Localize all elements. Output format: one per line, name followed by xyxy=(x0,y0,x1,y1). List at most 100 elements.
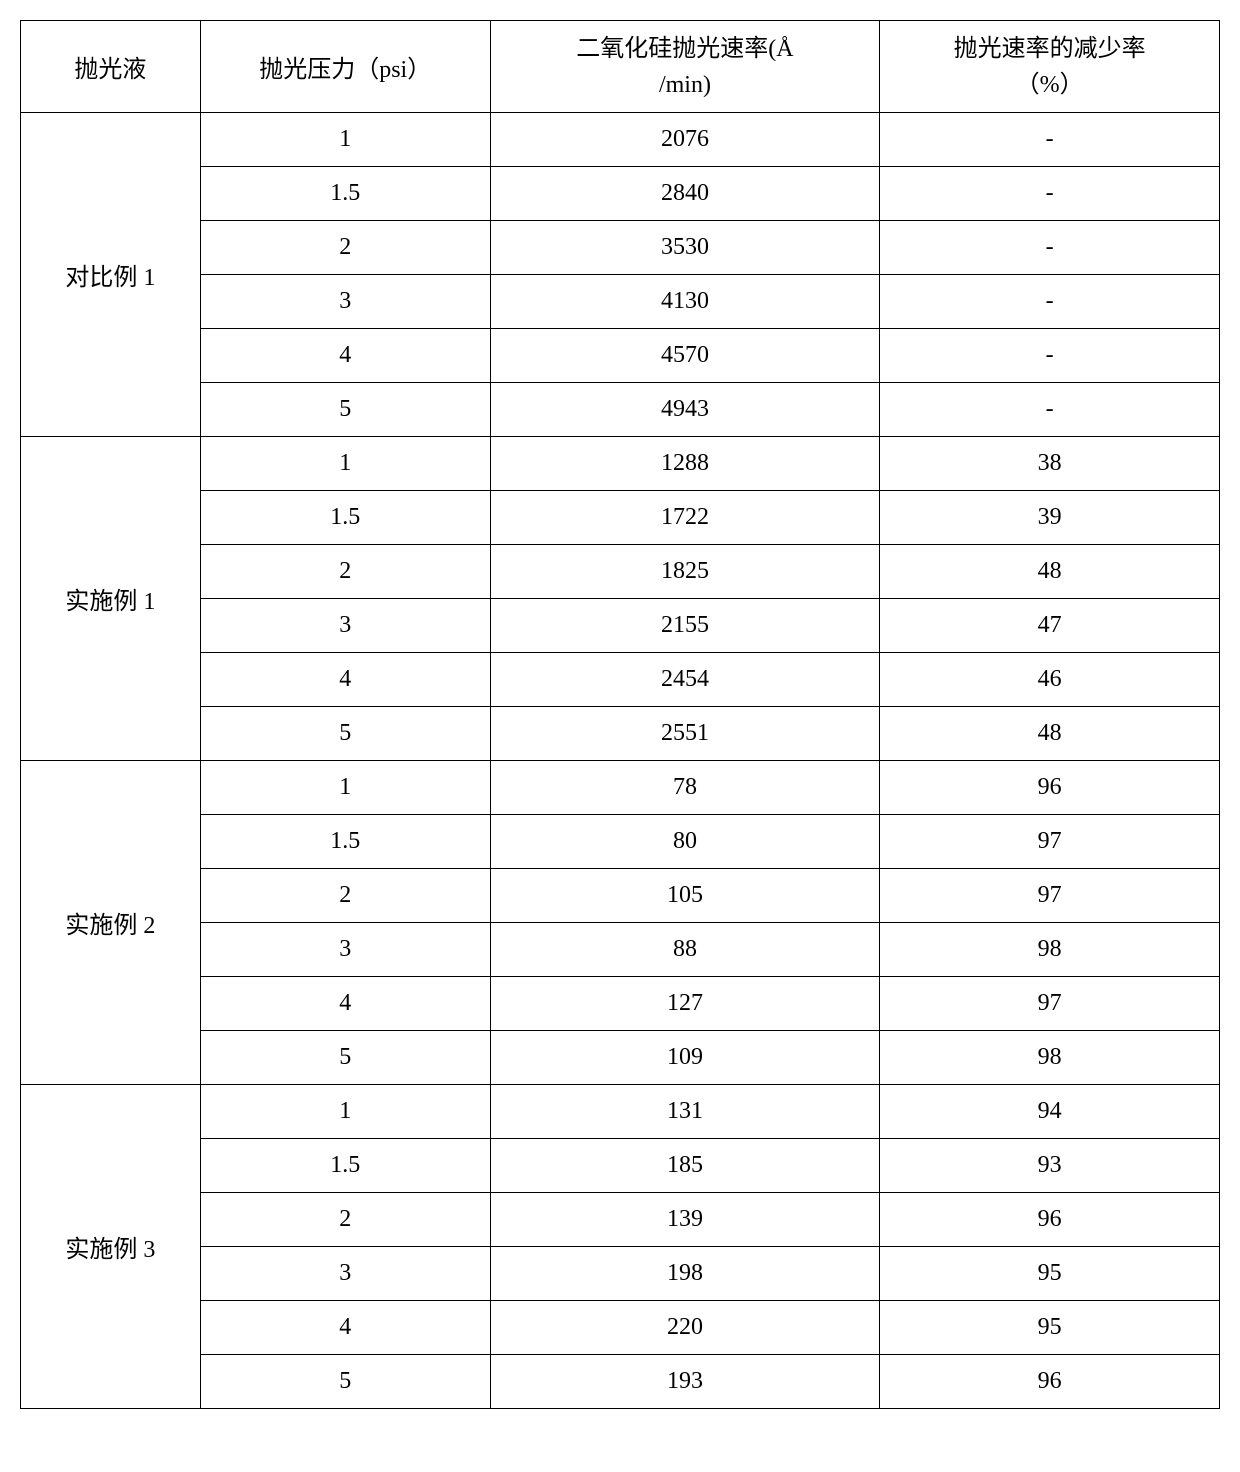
pressure-cell: 5 xyxy=(200,383,490,437)
table-row: 213996 xyxy=(21,1193,1220,1247)
table-header-row: 抛光液 抛光压力（psi） 二氧化硅抛光速率(Å /min) 抛光速率的减少率 … xyxy=(21,21,1220,113)
table-row: 23530- xyxy=(21,221,1220,275)
rate-cell: 193 xyxy=(490,1355,880,1409)
reduction-cell: - xyxy=(880,167,1220,221)
group-label-cell: 实施例 3 xyxy=(21,1085,201,1409)
table-row: 319895 xyxy=(21,1247,1220,1301)
polishing-data-table: 抛光液 抛光压力（psi） 二氧化硅抛光速率(Å /min) 抛光速率的减少率 … xyxy=(20,20,1220,1409)
reduction-cell: 97 xyxy=(880,869,1220,923)
rate-cell: 88 xyxy=(490,923,880,977)
table-row: 210597 xyxy=(21,869,1220,923)
col-header-rate: 二氧化硅抛光速率(Å /min) xyxy=(490,21,880,113)
reduction-cell: 98 xyxy=(880,1031,1220,1085)
reduction-cell: - xyxy=(880,383,1220,437)
reduction-cell: 96 xyxy=(880,1355,1220,1409)
rate-cell: 127 xyxy=(490,977,880,1031)
pressure-cell: 1.5 xyxy=(200,167,490,221)
pressure-cell: 4 xyxy=(200,1301,490,1355)
pressure-cell: 1 xyxy=(200,113,490,167)
table-row: 4245446 xyxy=(21,653,1220,707)
pressure-cell: 2 xyxy=(200,545,490,599)
table-row: 5255148 xyxy=(21,707,1220,761)
rate-cell: 4943 xyxy=(490,383,880,437)
pressure-cell: 5 xyxy=(200,1031,490,1085)
rate-cell: 131 xyxy=(490,1085,880,1139)
reduction-cell: 95 xyxy=(880,1247,1220,1301)
pressure-cell: 1.5 xyxy=(200,1139,490,1193)
pressure-cell: 3 xyxy=(200,1247,490,1301)
table-row: 2182548 xyxy=(21,545,1220,599)
col-header-solution: 抛光液 xyxy=(21,21,201,113)
reduction-cell: 95 xyxy=(880,1301,1220,1355)
col-header-reduction-line2: （%） xyxy=(1016,72,1084,98)
table-body: 对比例 112076-1.52840-23530-34130-44570-549… xyxy=(21,113,1220,1409)
reduction-cell: 39 xyxy=(880,491,1220,545)
reduction-cell: 48 xyxy=(880,545,1220,599)
pressure-cell: 3 xyxy=(200,275,490,329)
rate-cell: 1825 xyxy=(490,545,880,599)
rate-cell: 3530 xyxy=(490,221,880,275)
table-row: 510998 xyxy=(21,1031,1220,1085)
table-row: 实施例 217896 xyxy=(21,761,1220,815)
reduction-cell: 96 xyxy=(880,1193,1220,1247)
table-row: 38898 xyxy=(21,923,1220,977)
group-label-cell: 对比例 1 xyxy=(21,113,201,437)
rate-cell: 220 xyxy=(490,1301,880,1355)
reduction-cell: 96 xyxy=(880,761,1220,815)
rate-cell: 2155 xyxy=(490,599,880,653)
reduction-cell: - xyxy=(880,329,1220,383)
pressure-cell: 1 xyxy=(200,437,490,491)
table-row: 实施例 11128838 xyxy=(21,437,1220,491)
rate-cell: 185 xyxy=(490,1139,880,1193)
table-row: 1.5172239 xyxy=(21,491,1220,545)
reduction-cell: 48 xyxy=(880,707,1220,761)
rate-cell: 105 xyxy=(490,869,880,923)
rate-cell: 139 xyxy=(490,1193,880,1247)
col-header-rate-line2: /min) xyxy=(659,72,711,98)
table-row: 519396 xyxy=(21,1355,1220,1409)
group-label-cell: 实施例 1 xyxy=(21,437,201,761)
col-header-rate-line1: 二氧化硅抛光速率(Å xyxy=(576,36,793,62)
rate-cell: 4570 xyxy=(490,329,880,383)
table-row: 422095 xyxy=(21,1301,1220,1355)
col-header-reduction-line1: 抛光速率的减少率 xyxy=(954,36,1146,62)
reduction-cell: 97 xyxy=(880,977,1220,1031)
pressure-cell: 1 xyxy=(200,1085,490,1139)
rate-cell: 2076 xyxy=(490,113,880,167)
reduction-cell: 93 xyxy=(880,1139,1220,1193)
table-row: 44570- xyxy=(21,329,1220,383)
pressure-cell: 2 xyxy=(200,1193,490,1247)
rate-cell: 80 xyxy=(490,815,880,869)
pressure-cell: 4 xyxy=(200,329,490,383)
pressure-cell: 5 xyxy=(200,707,490,761)
reduction-cell: 98 xyxy=(880,923,1220,977)
rate-cell: 78 xyxy=(490,761,880,815)
reduction-cell: 38 xyxy=(880,437,1220,491)
rate-cell: 2454 xyxy=(490,653,880,707)
rate-cell: 1722 xyxy=(490,491,880,545)
table-row: 412797 xyxy=(21,977,1220,1031)
pressure-cell: 5 xyxy=(200,1355,490,1409)
rate-cell: 198 xyxy=(490,1247,880,1301)
pressure-cell: 1.5 xyxy=(200,815,490,869)
reduction-cell: - xyxy=(880,221,1220,275)
pressure-cell: 1.5 xyxy=(200,491,490,545)
col-header-reduction: 抛光速率的减少率 （%） xyxy=(880,21,1220,113)
rate-cell: 2551 xyxy=(490,707,880,761)
rate-cell: 2840 xyxy=(490,167,880,221)
table-row: 实施例 3113194 xyxy=(21,1085,1220,1139)
reduction-cell: - xyxy=(880,275,1220,329)
pressure-cell: 3 xyxy=(200,923,490,977)
group-label-cell: 实施例 2 xyxy=(21,761,201,1085)
pressure-cell: 2 xyxy=(200,869,490,923)
reduction-cell: - xyxy=(880,113,1220,167)
pressure-cell: 2 xyxy=(200,221,490,275)
table-row: 1.58097 xyxy=(21,815,1220,869)
table-row: 1.52840- xyxy=(21,167,1220,221)
pressure-cell: 4 xyxy=(200,653,490,707)
pressure-cell: 4 xyxy=(200,977,490,1031)
reduction-cell: 97 xyxy=(880,815,1220,869)
col-header-pressure: 抛光压力（psi） xyxy=(200,21,490,113)
pressure-cell: 1 xyxy=(200,761,490,815)
table-row: 3215547 xyxy=(21,599,1220,653)
